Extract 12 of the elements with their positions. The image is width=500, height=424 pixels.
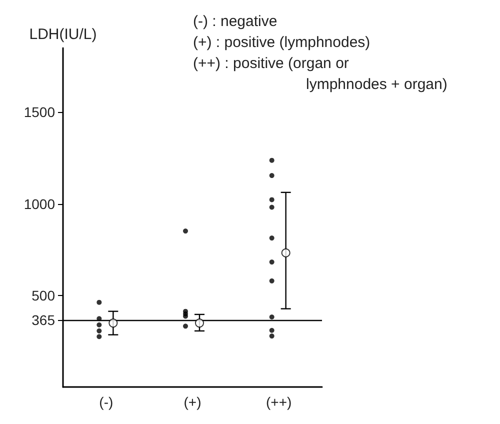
y-tick-label: 365 bbox=[32, 312, 56, 328]
text: (-) : negative bbox=[193, 13, 278, 30]
y-tick-label: 500 bbox=[32, 287, 56, 304]
annotation: lymphnodes + organ) bbox=[306, 76, 448, 93]
y-tick-label: 1500 bbox=[24, 104, 56, 120]
x-tick-label: (-) bbox=[99, 394, 114, 410]
x-tick-label: (+) bbox=[184, 394, 202, 410]
y-axis-title: LDH(IU/L) bbox=[29, 26, 97, 43]
y-tick-label: 1000 bbox=[24, 196, 56, 212]
annotation: (++) : positive (organ or bbox=[193, 55, 349, 72]
annotation: (+) : positive (lymphnodes) bbox=[193, 34, 370, 51]
x-tick-label: (++) bbox=[266, 394, 292, 410]
